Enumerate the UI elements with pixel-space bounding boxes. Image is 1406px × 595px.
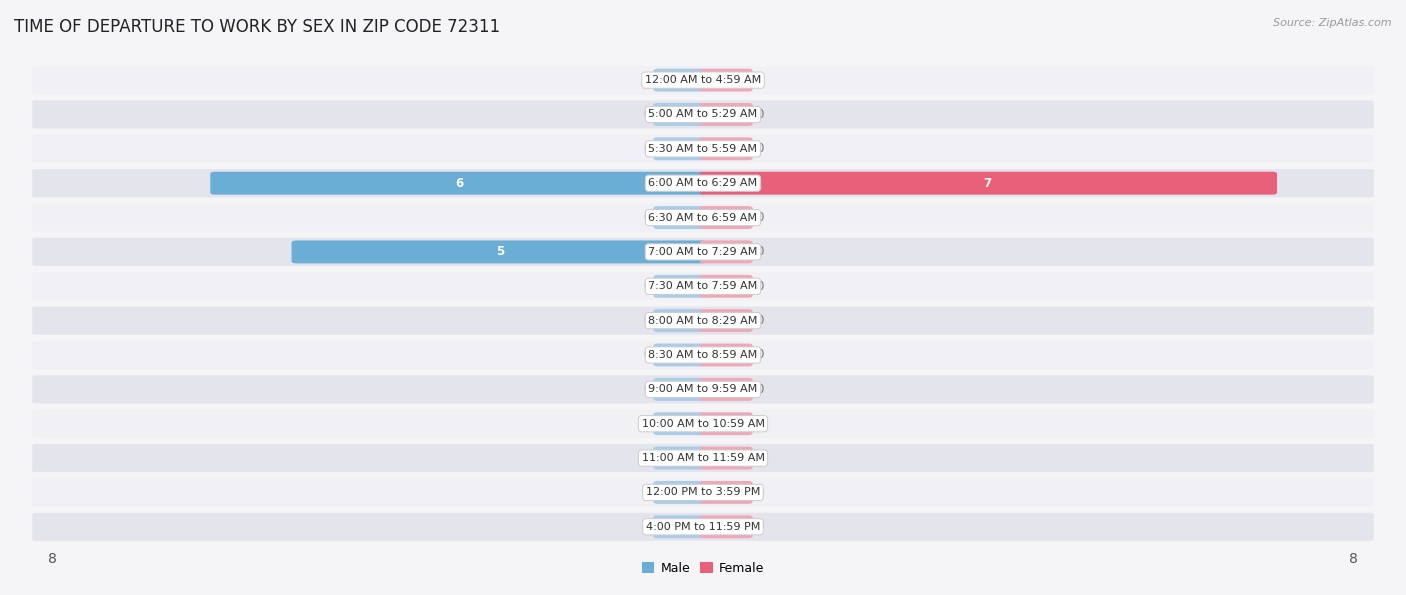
Text: 11:00 AM to 11:59 AM: 11:00 AM to 11:59 AM [641,453,765,463]
Text: 7:00 AM to 7:29 AM: 7:00 AM to 7:29 AM [648,247,758,257]
Text: 0: 0 [756,108,763,121]
Text: 12:00 PM to 3:59 PM: 12:00 PM to 3:59 PM [645,487,761,497]
FancyBboxPatch shape [700,343,752,367]
FancyBboxPatch shape [291,240,706,264]
Text: 0: 0 [756,520,763,533]
FancyBboxPatch shape [654,343,706,367]
Text: 0: 0 [756,280,763,293]
FancyBboxPatch shape [654,137,706,160]
FancyBboxPatch shape [700,206,752,229]
Text: 0: 0 [756,74,763,87]
FancyBboxPatch shape [654,515,706,538]
FancyBboxPatch shape [32,513,1374,541]
FancyBboxPatch shape [211,172,706,195]
Text: 9:00 AM to 9:59 AM: 9:00 AM to 9:59 AM [648,384,758,394]
FancyBboxPatch shape [32,203,1374,231]
Text: 0: 0 [643,417,650,430]
Text: 6:00 AM to 6:29 AM: 6:00 AM to 6:29 AM [648,178,758,188]
FancyBboxPatch shape [654,68,706,92]
Text: Source: ZipAtlas.com: Source: ZipAtlas.com [1274,18,1392,28]
Text: 0: 0 [643,520,650,533]
Text: 6:30 AM to 6:59 AM: 6:30 AM to 6:59 AM [648,212,758,223]
FancyBboxPatch shape [654,275,706,298]
Text: 0: 0 [756,245,763,258]
FancyBboxPatch shape [700,515,752,538]
Text: 8:30 AM to 8:59 AM: 8:30 AM to 8:59 AM [648,350,758,360]
FancyBboxPatch shape [654,103,706,126]
FancyBboxPatch shape [654,412,706,435]
FancyBboxPatch shape [700,309,752,332]
Text: 12:00 AM to 4:59 AM: 12:00 AM to 4:59 AM [645,75,761,85]
Text: 0: 0 [756,383,763,396]
Text: 0: 0 [643,349,650,362]
FancyBboxPatch shape [32,375,1374,403]
Text: 0: 0 [643,280,650,293]
Text: 0: 0 [643,314,650,327]
FancyBboxPatch shape [654,378,706,401]
FancyBboxPatch shape [32,478,1374,506]
Text: 5:30 AM to 5:59 AM: 5:30 AM to 5:59 AM [648,144,758,154]
Text: 0: 0 [756,314,763,327]
FancyBboxPatch shape [700,137,752,160]
FancyBboxPatch shape [654,481,706,504]
FancyBboxPatch shape [32,134,1374,163]
Text: 5: 5 [495,245,503,258]
Text: 0: 0 [756,486,763,499]
FancyBboxPatch shape [654,447,706,469]
FancyBboxPatch shape [700,447,752,469]
FancyBboxPatch shape [32,341,1374,369]
FancyBboxPatch shape [700,103,752,126]
FancyBboxPatch shape [32,306,1374,335]
Text: 0: 0 [756,211,763,224]
FancyBboxPatch shape [32,409,1374,438]
Text: 0: 0 [643,108,650,121]
Text: 5:00 AM to 5:29 AM: 5:00 AM to 5:29 AM [648,109,758,120]
Text: 0: 0 [756,417,763,430]
FancyBboxPatch shape [654,206,706,229]
FancyBboxPatch shape [32,66,1374,94]
Text: 0: 0 [643,142,650,155]
Text: 0: 0 [643,74,650,87]
Text: 0: 0 [643,452,650,465]
FancyBboxPatch shape [700,378,752,401]
Text: 7: 7 [984,177,991,190]
FancyBboxPatch shape [32,444,1374,472]
FancyBboxPatch shape [700,412,752,435]
FancyBboxPatch shape [32,238,1374,266]
Text: 0: 0 [643,486,650,499]
Legend: Male, Female: Male, Female [637,557,769,580]
Text: TIME OF DEPARTURE TO WORK BY SEX IN ZIP CODE 72311: TIME OF DEPARTURE TO WORK BY SEX IN ZIP … [14,18,501,36]
FancyBboxPatch shape [700,275,752,298]
Text: 0: 0 [756,349,763,362]
Text: 10:00 AM to 10:59 AM: 10:00 AM to 10:59 AM [641,419,765,429]
FancyBboxPatch shape [700,172,1277,195]
FancyBboxPatch shape [700,240,752,264]
Text: 6: 6 [456,177,463,190]
FancyBboxPatch shape [700,481,752,504]
Text: 8:00 AM to 8:29 AM: 8:00 AM to 8:29 AM [648,315,758,325]
Text: 0: 0 [643,383,650,396]
Text: 0: 0 [643,211,650,224]
FancyBboxPatch shape [700,68,752,92]
Text: 7:30 AM to 7:59 AM: 7:30 AM to 7:59 AM [648,281,758,292]
FancyBboxPatch shape [654,309,706,332]
FancyBboxPatch shape [32,101,1374,129]
FancyBboxPatch shape [32,169,1374,198]
Text: 0: 0 [756,142,763,155]
Text: 4:00 PM to 11:59 PM: 4:00 PM to 11:59 PM [645,522,761,532]
FancyBboxPatch shape [32,272,1374,300]
Text: 0: 0 [756,452,763,465]
